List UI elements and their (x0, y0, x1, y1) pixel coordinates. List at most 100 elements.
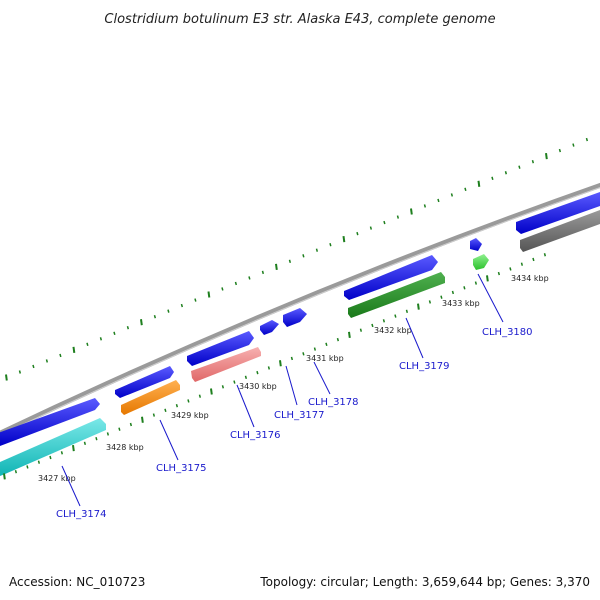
gc-dot (396, 215, 400, 219)
scale-label-3433: 3433 kbp (442, 299, 480, 308)
scale-tick (417, 303, 420, 310)
gene-label-clh-3179[interactable]: CLH_3179 (399, 361, 450, 372)
gene-label-clh-3175[interactable]: CLH_3175 (156, 463, 207, 474)
gc-dot (558, 148, 562, 153)
scale-tick (440, 295, 443, 299)
gc-dot (383, 220, 386, 225)
gc-dot (18, 370, 22, 374)
scale-tick (256, 370, 259, 375)
scale-tick (72, 444, 75, 452)
scale-tick (359, 328, 363, 332)
gene-forward-6[interactable] (344, 255, 438, 300)
gene-label-clh-3178[interactable]: CLH_3178 (308, 397, 359, 408)
gene-forward-7[interactable] (470, 238, 482, 251)
scale-tick (302, 352, 305, 356)
gene-label-clh-3180[interactable]: CLH_3180 (482, 327, 533, 338)
scale-tick (95, 436, 98, 441)
scale-label-3427: 3427 kbp (38, 474, 76, 483)
gc-dot (464, 187, 467, 192)
gene-forward-8[interactable] (516, 192, 600, 234)
gc-dot (234, 281, 238, 286)
scale-tick (37, 460, 41, 464)
scale-tick (3, 473, 6, 480)
gene-clh-3176[interactable] (191, 347, 261, 382)
gc-dot (504, 171, 508, 175)
gene-forward-1[interactable] (0, 398, 100, 446)
gene-clh-3179[interactable] (348, 272, 445, 318)
gene-clh-3174[interactable] (0, 418, 106, 476)
gc-dot (585, 137, 589, 142)
gene-label-clh-3174[interactable]: CLH_3174 (56, 509, 107, 520)
gc-dot (207, 291, 211, 298)
scale-tick (451, 290, 455, 295)
gc-dot (356, 231, 359, 236)
gc-dot (113, 331, 116, 335)
leader-clh-3178 (313, 361, 331, 395)
gc-dot (572, 143, 575, 147)
scale-tick (532, 257, 535, 262)
scale-label-3434: 3434 kbp (511, 274, 549, 283)
scale-tick (198, 394, 202, 398)
gc-dot (437, 198, 440, 203)
gc-dot (126, 326, 130, 330)
scale-label-3430: 3430 kbp (239, 382, 277, 391)
scale-tick (221, 385, 225, 389)
gc-dot (167, 309, 170, 313)
gene-label-clh-3176[interactable]: CLH_3176 (230, 430, 281, 441)
scale-tick (463, 286, 466, 290)
scale-tick (520, 262, 524, 266)
gc-dot (59, 353, 62, 358)
leader-clh-3174 (61, 465, 81, 507)
scale-tick (60, 451, 64, 455)
gc-dot (261, 270, 265, 275)
gc-dot (221, 287, 224, 291)
gc-dot (140, 319, 143, 326)
scale-tick (336, 337, 340, 342)
gc-dot (180, 303, 184, 308)
scale-tick (313, 347, 317, 351)
gene-clh-3180[interactable] (473, 254, 489, 270)
leader-clh-3175 (159, 419, 179, 461)
genome-backbone-highlight (0, 186, 600, 436)
scale-tick (83, 441, 87, 446)
gene-forward-3[interactable] (187, 331, 254, 366)
gc-dot (315, 248, 319, 252)
scale-tick (106, 432, 110, 436)
scale-tick (152, 413, 156, 417)
gene-clh-3175[interactable] (121, 380, 180, 415)
scale-tick (244, 375, 248, 380)
gc-dot (5, 374, 8, 381)
scale-tick (267, 366, 271, 370)
scale-tick (405, 309, 409, 314)
scale-tick (175, 403, 179, 408)
scale-tick (26, 465, 29, 469)
scale-tick (129, 422, 133, 427)
gc-dot (369, 226, 373, 230)
gc-dot (545, 153, 548, 160)
gene-gray-reverse[interactable] (520, 210, 600, 252)
gc-dot (86, 342, 89, 347)
gene-forward-2[interactable] (115, 366, 174, 398)
gene-forward-5[interactable] (283, 308, 307, 327)
genome-stats-text: Topology: circular; Length: 3,659,644 bp… (259, 575, 590, 589)
scale-tick (543, 253, 547, 257)
scale-labels: 3427 kbp 3428 kbp 3429 kbp 3430 kbp 3431… (38, 274, 549, 483)
gc-dot (302, 254, 305, 258)
scale-tick (141, 416, 144, 423)
scale-tick (164, 408, 167, 413)
scale-label-3429: 3429 kbp (171, 411, 209, 420)
scale-tick (279, 360, 282, 367)
scale-tick (187, 399, 190, 403)
gc-dot (45, 359, 49, 363)
scale-label-3431: 3431 kbp (306, 354, 344, 363)
scale-tick (348, 331, 351, 339)
gene-forward-4[interactable] (260, 320, 279, 335)
reverse-strand-genes (0, 210, 600, 476)
gene-label-clh-3177[interactable]: CLH_3177 (274, 410, 325, 421)
gc-dot (32, 364, 35, 369)
scale-label-3432: 3432 kbp (374, 326, 412, 335)
scale-tick (486, 275, 489, 282)
leader-clh-3179 (405, 317, 424, 359)
